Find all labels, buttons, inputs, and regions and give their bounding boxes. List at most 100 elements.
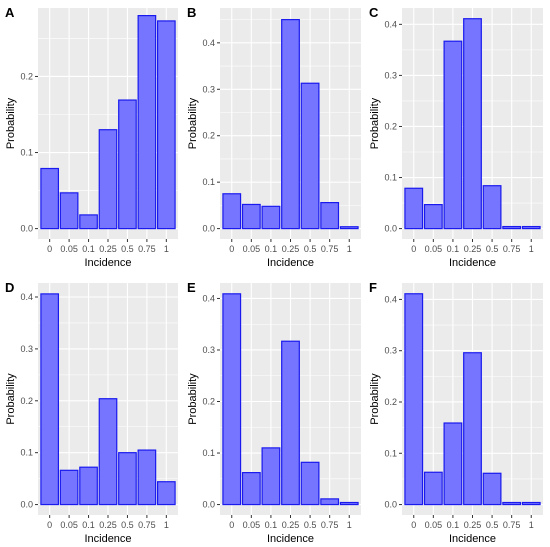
bar-0.75 <box>137 449 157 506</box>
y-tick-label: 0.4 <box>384 19 397 29</box>
x-tick-label: 1 <box>347 244 352 254</box>
bar-0.1 <box>443 40 463 230</box>
bar-0 <box>222 293 242 506</box>
bar-0.75 <box>502 225 522 230</box>
panel-tag: A <box>5 5 15 20</box>
x-tick-label: 0.05 <box>425 520 443 530</box>
bar-0.05 <box>241 472 261 506</box>
bar-0.05 <box>59 469 79 506</box>
y-tick-label: 0.0 <box>384 500 397 510</box>
y-tick-label: 0.2 <box>20 396 33 406</box>
x-tick-label: 1 <box>164 520 169 530</box>
panel-e: 0.0 0.1 0.2 0.3 0.4 0 0.05 0.1 0.25 0.5 0.75 1 Incid… <box>187 280 361 545</box>
x-tick-label: 0.05 <box>243 244 261 254</box>
x-axis-title: Incidence <box>267 257 314 269</box>
y-tick-label: 0.2 <box>20 71 33 81</box>
x-tick-label: 0 <box>411 244 416 254</box>
panel-tag: B <box>187 5 196 20</box>
x-tick-label: 1 <box>529 520 534 530</box>
x-tick-label: 0.1 <box>82 520 95 530</box>
x-tick-label: 0.25 <box>464 520 482 530</box>
y-axis-title: Probability <box>5 373 17 425</box>
bar-0.25 <box>463 352 482 506</box>
x-tick-label: 0.75 <box>321 244 339 254</box>
bar-1 <box>521 225 541 230</box>
x-axis-title: Incidence <box>267 533 314 545</box>
x-tick-label: 0.05 <box>425 244 443 254</box>
x-tick-label: 0.5 <box>121 520 134 530</box>
x-tick-label: 1 <box>164 244 169 254</box>
panel-tag: D <box>5 280 14 295</box>
y-tick-label: 0.3 <box>384 346 397 356</box>
x-tick-label: 0.05 <box>60 244 78 254</box>
bar-0.05 <box>423 204 443 230</box>
x-tick-label: 0.1 <box>265 520 278 530</box>
y-axis-title: Probability <box>187 97 199 149</box>
x-tick-label: 0 <box>229 520 234 530</box>
panel-d: 0.0 0.1 0.2 0.3 0.4 0 0.05 0.1 0.25 0.5 0.75 1 Incid… <box>5 280 178 545</box>
y-tick-label: 0.1 <box>384 448 397 458</box>
x-tick-label: 0.25 <box>99 520 117 530</box>
bar-0.5 <box>482 185 502 230</box>
panel-f: 0.0 0.1 0.2 0.3 0.4 0 0.05 0.1 0.25 0.5 0.75 1 Incid… <box>369 280 543 545</box>
bar-0 <box>40 167 60 230</box>
y-tick-label: 0.0 <box>384 224 397 234</box>
y-axis-title: Probability <box>369 97 381 149</box>
x-tick-label: 0.1 <box>82 244 95 254</box>
y-tick-label: 0.3 <box>202 345 215 355</box>
bar-0 <box>222 193 242 230</box>
bar-0 <box>404 293 424 506</box>
x-tick-label: 1 <box>529 244 534 254</box>
x-axis-title: Incidence <box>84 257 131 269</box>
panel-tag: E <box>187 280 196 295</box>
bar-0.25 <box>98 129 118 230</box>
y-tick-label: 0.2 <box>384 121 397 131</box>
x-tick-label: 0 <box>47 244 52 254</box>
x-tick-label: 0 <box>229 244 234 254</box>
bar-0.5 <box>118 99 137 230</box>
x-tick-label: 0.05 <box>60 520 78 530</box>
y-tick-label: 0.4 <box>20 292 33 302</box>
bar-0.05 <box>423 471 443 506</box>
bar-0 <box>40 293 60 506</box>
y-tick-label: 0.0 <box>20 500 33 510</box>
panel-tag: C <box>369 5 379 20</box>
x-tick-label: 0.25 <box>99 244 117 254</box>
bar-1 <box>339 501 359 506</box>
bar-1 <box>339 226 359 230</box>
x-tick-label: 0.75 <box>138 520 156 530</box>
bar-1 <box>156 20 176 230</box>
x-tick-label: 0 <box>411 520 416 530</box>
y-tick-label: 0.1 <box>202 177 215 187</box>
x-tick-label: 0.1 <box>447 244 460 254</box>
y-tick-label: 0.2 <box>384 397 397 407</box>
x-tick-label: 0.1 <box>265 244 278 254</box>
x-axis-title: Incidence <box>449 533 496 545</box>
y-tick-label: 0.0 <box>202 500 215 510</box>
bar-0.5 <box>300 461 320 506</box>
y-tick-label: 0.1 <box>20 448 33 458</box>
x-tick-label: 0.75 <box>503 244 521 254</box>
y-axis-title: Probability <box>187 373 199 425</box>
x-tick-label: 0.5 <box>304 520 317 530</box>
x-tick-label: 0.75 <box>321 520 339 530</box>
bar-1 <box>521 501 541 506</box>
bar-0.25 <box>281 340 300 506</box>
bar-0.05 <box>241 203 261 230</box>
panel-a: 0.0 0.1 0.2 0 0.05 0.1 0.25 0.5 0.75 1 Incidence Pr… <box>5 5 178 269</box>
x-tick-label: 0.25 <box>282 244 300 254</box>
y-tick-label: 0.2 <box>202 131 215 141</box>
bar-0.75 <box>320 498 340 506</box>
bar-0.5 <box>300 82 320 230</box>
y-tick-label: 0.1 <box>20 148 33 158</box>
bar-0.1 <box>261 447 281 506</box>
x-axis-title: Incidence <box>449 257 496 269</box>
y-tick-label: 0.3 <box>384 70 397 80</box>
panel-tag: F <box>369 280 377 295</box>
y-tick-label: 0.3 <box>20 344 33 354</box>
bar-0.75 <box>137 15 157 230</box>
bar-0.1 <box>443 422 463 506</box>
x-tick-label: 0.5 <box>486 244 499 254</box>
bar-0.1 <box>79 214 98 230</box>
bar-0.25 <box>98 398 118 506</box>
